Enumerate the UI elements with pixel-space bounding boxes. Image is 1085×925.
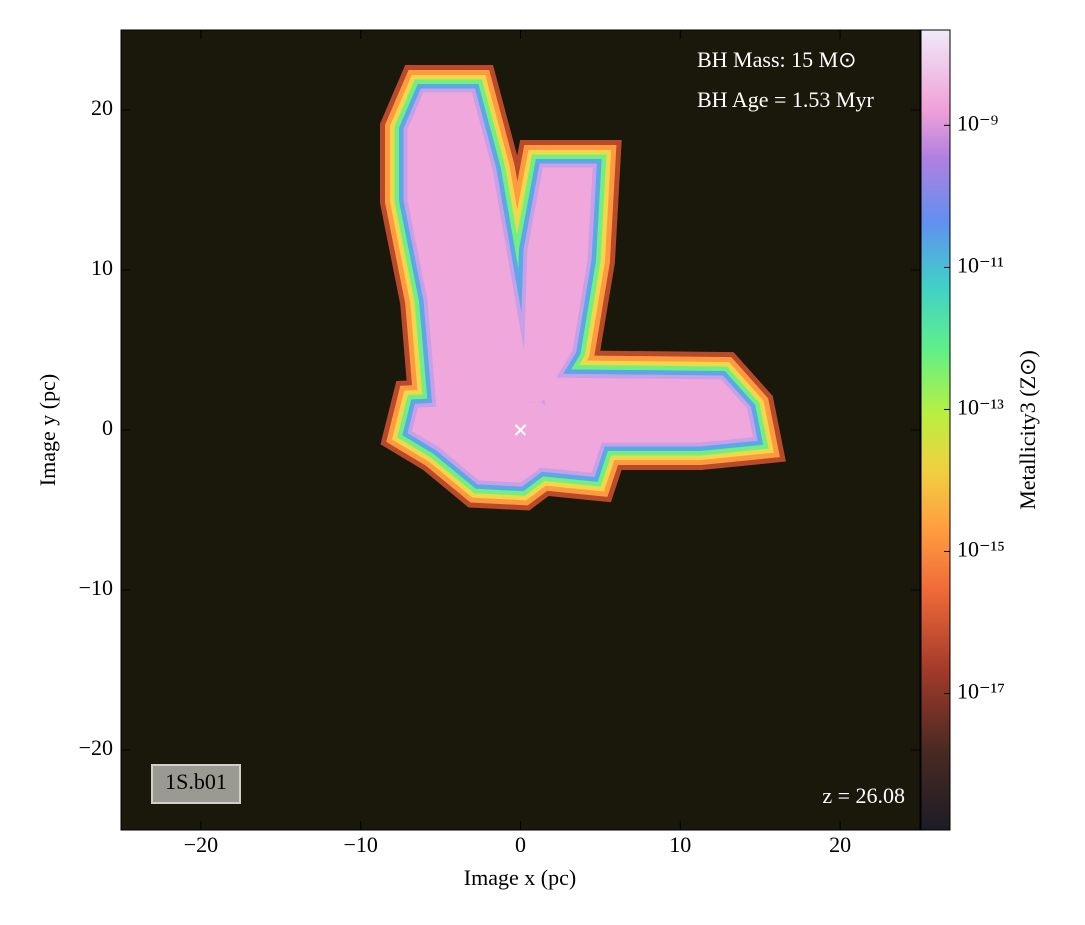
y-tick-label: 20 bbox=[91, 95, 113, 120]
x-tick-label: −20 bbox=[184, 832, 218, 857]
label-box bbox=[151, 764, 241, 804]
colorbar-tick-label: 10⁻⁹ bbox=[957, 110, 999, 135]
y-axis-label: Image y (pc) bbox=[35, 374, 60, 486]
colorbar-tick-label: 10⁻¹⁷ bbox=[957, 679, 1005, 704]
colorbar-label: Metallicity3 (Z⊙) bbox=[1015, 350, 1040, 510]
bh-mass: BH Mass: 15 M⊙ bbox=[697, 47, 857, 72]
x-tick-label: −10 bbox=[343, 832, 377, 857]
redshift: z = 26.08 bbox=[822, 783, 905, 808]
x-tick-label: 10 bbox=[669, 832, 691, 857]
x-axis-label: Image x (pc) bbox=[464, 865, 576, 890]
bh-marker bbox=[514, 424, 527, 436]
x-tick-label: 0 bbox=[515, 832, 526, 857]
colorbar-tick-label: 10⁻¹³ bbox=[957, 395, 1004, 420]
colorbar bbox=[920, 29, 951, 831]
y-tick-label: −10 bbox=[79, 575, 113, 600]
bh-age: BH Age = 1.53 Myr bbox=[697, 87, 874, 112]
y-tick-label: −20 bbox=[79, 735, 113, 760]
colorbar-tick-label: 10⁻¹⁵ bbox=[957, 537, 1005, 562]
colorbar-tick-label: 10⁻¹¹ bbox=[957, 252, 1004, 277]
run-label: 1S.b01 bbox=[165, 769, 227, 794]
x-tick-label: 20 bbox=[829, 832, 851, 857]
y-tick-label: 0 bbox=[102, 415, 113, 440]
y-tick-label: 10 bbox=[91, 255, 113, 280]
